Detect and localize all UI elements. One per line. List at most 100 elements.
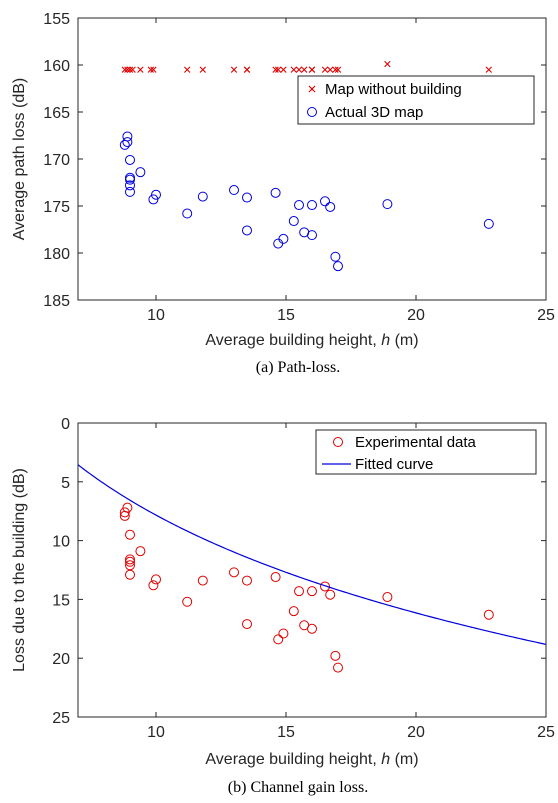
- data-point-circle: [125, 554, 135, 565]
- data-point-circle: [307, 623, 317, 634]
- data-point-x: [129, 66, 136, 73]
- data-point-x: [230, 66, 238, 73]
- y-tick-label-a: 155: [43, 11, 70, 28]
- y-axis-label-a: Average path loss (dB): [11, 78, 28, 240]
- y-tick-label-a: 170: [43, 152, 70, 169]
- data-point-circle: [294, 586, 304, 597]
- data-point-circle: [307, 586, 317, 597]
- data-point-circle: [320, 196, 330, 207]
- data-point-x: [199, 66, 206, 73]
- y-tick-label-a: 180: [43, 246, 70, 263]
- y-axis-label-b: Loss due to the building (dB): [11, 468, 28, 672]
- legend-label-map-without-building: Map without building: [325, 81, 462, 98]
- y-tick-label-b: 10: [52, 534, 70, 551]
- data-point-x: [384, 60, 391, 68]
- y-tick-label-a: 175: [43, 199, 70, 216]
- legend-box-a: [297, 75, 535, 125]
- data-point-x: [485, 66, 492, 73]
- legend-label-experimental-data: Experimental data: [355, 434, 477, 451]
- fitted-curve-line: [77, 464, 547, 645]
- data-point-circle: [135, 167, 146, 178]
- data-point-circle: [122, 502, 133, 513]
- data-point-circle: [294, 200, 304, 211]
- data-point-circle: [242, 575, 252, 586]
- data-point-x: [275, 66, 282, 73]
- data-point-x: [184, 66, 191, 73]
- data-point-x: [121, 66, 128, 73]
- data-point-x: [295, 66, 303, 73]
- data-point-circle: [125, 154, 135, 165]
- data-point-circle: [119, 507, 130, 518]
- data-point-x: [272, 66, 279, 73]
- caption-a: (a) Path-loss.: [256, 359, 340, 376]
- data-point-circle: [333, 261, 343, 272]
- data-point-circle: [182, 596, 193, 607]
- y-tick-label-b: 0: [61, 416, 70, 433]
- caption-b: (b) Channel gain loss.: [228, 779, 368, 796]
- data-point-circle: [330, 650, 341, 661]
- data-point-circle: [288, 606, 299, 617]
- y-tick-label-a: 165: [43, 105, 70, 122]
- data-point-circle: [125, 180, 135, 191]
- data-point-circle: [333, 662, 343, 673]
- data-point-circle: [125, 186, 135, 197]
- marks-a: [119, 60, 494, 272]
- y-tick-label-a: 160: [43, 58, 70, 75]
- legend-marker-x: [308, 85, 316, 93]
- legend-label-actual-3d-map: Actual 3D map: [325, 104, 423, 121]
- y-tick-label-b: 25: [52, 710, 70, 727]
- x-axis-label-a: Average building height, h (m): [205, 332, 418, 349]
- data-point-circle: [125, 556, 135, 567]
- data-point-circle: [330, 251, 341, 262]
- x-tick-label-a: 15: [277, 307, 295, 324]
- data-point-circle: [288, 216, 299, 227]
- data-point-circle: [320, 581, 330, 592]
- data-point-circle: [273, 634, 284, 645]
- legend-box-b: [315, 429, 537, 475]
- ticks-a: 10 15 20 25 155 160 165 170 175 180 185: [43, 11, 555, 324]
- x-tick-label-b: 25: [537, 724, 555, 741]
- data-point-circle: [122, 131, 133, 142]
- data-point-circle: [135, 546, 146, 557]
- y-tick-label-b: 15: [52, 592, 70, 609]
- y-tick-label-b: 20: [52, 651, 70, 668]
- data-point-circle: [125, 569, 135, 580]
- data-point-circle: [148, 580, 159, 591]
- data-point-circle: [197, 575, 208, 586]
- data-point-x: [243, 66, 251, 73]
- legend-marker-circle: [307, 107, 317, 117]
- y-tick-label-a: 185: [43, 293, 70, 310]
- data-point-circle: [125, 174, 135, 185]
- data-point-x: [150, 66, 157, 73]
- data-point-circle: [483, 218, 494, 229]
- data-point-circle: [325, 201, 336, 212]
- data-point-circle: [278, 233, 289, 244]
- data-point-x: [147, 66, 154, 73]
- legend-a: Map without building Actual 3D map: [297, 75, 535, 125]
- data-point-x: [290, 66, 297, 73]
- data-point-x: [308, 66, 316, 73]
- ticks-b: 10 15 20 25 0 5 10 15 20 25: [52, 416, 555, 741]
- legend-label-fitted-curve: Fitted curve: [355, 456, 433, 473]
- data-point-circle: [122, 137, 133, 148]
- data-point-circle: [148, 194, 159, 205]
- data-point-x: [327, 66, 334, 73]
- data-point-circle: [325, 589, 336, 600]
- data-point-circle: [229, 185, 239, 196]
- data-point-circle: [270, 572, 281, 583]
- data-point-circle: [307, 200, 317, 211]
- data-point-circle: [307, 230, 317, 241]
- data-point-circle: [229, 567, 239, 578]
- channel-gain-loss-chart: 10 15 20 25 0 5 10 15 20 25 Experimental data Fit…: [11, 416, 555, 796]
- x-tick-label-a: 20: [407, 307, 425, 324]
- data-point-circle: [182, 208, 193, 219]
- data-point-x: [124, 66, 131, 73]
- x-axis-label-b: Average building height, h (m): [205, 751, 418, 768]
- marks-b: [77, 464, 547, 673]
- data-point-x: [126, 66, 134, 73]
- data-point-circle: [382, 592, 393, 603]
- legend-b: Experimental data Fitted curve: [315, 429, 537, 475]
- path-loss-chart: 10 15 20 25 155 160 165 170 175 180 185 Map withou…: [11, 11, 555, 376]
- x-tick-label-b: 10: [147, 724, 165, 741]
- y-tick-label-b: 5: [61, 475, 70, 492]
